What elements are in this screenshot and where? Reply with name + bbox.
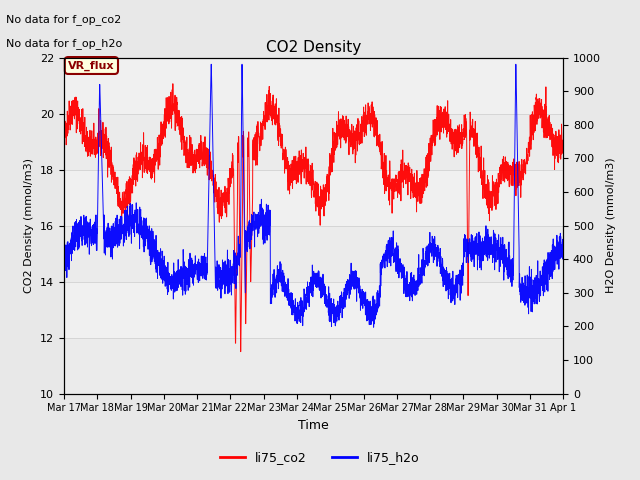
- Bar: [64, 337, 563, 394]
- Text: No data for f_op_co2: No data for f_op_co2: [6, 14, 122, 25]
- Text: No data for f_op_h2o: No data for f_op_h2o: [6, 38, 123, 49]
- Y-axis label: H2O Density (mmol/m3): H2O Density (mmol/m3): [607, 158, 616, 293]
- Bar: [64, 114, 563, 169]
- Legend: li75_co2, li75_h2o: li75_co2, li75_h2o: [215, 446, 425, 469]
- Bar: [64, 226, 563, 282]
- Text: VR_flux: VR_flux: [68, 60, 115, 71]
- X-axis label: Time: Time: [298, 419, 329, 432]
- Title: CO2 Density: CO2 Density: [266, 40, 361, 55]
- Y-axis label: CO2 Density (mmol/m3): CO2 Density (mmol/m3): [24, 158, 35, 293]
